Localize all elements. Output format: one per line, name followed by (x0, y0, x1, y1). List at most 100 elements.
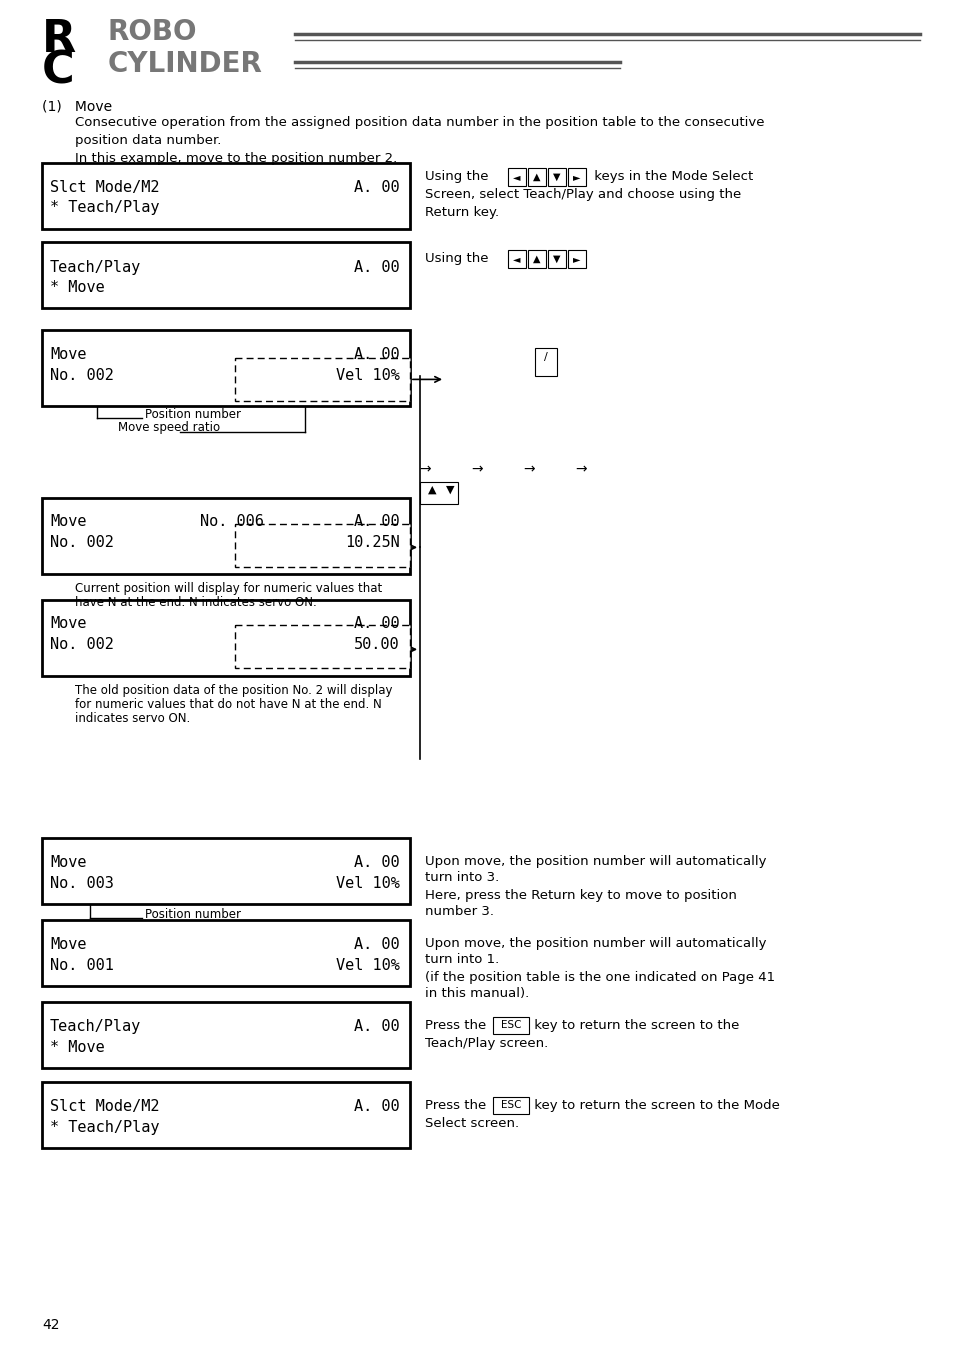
Text: position data number.: position data number. (75, 134, 221, 147)
Text: key to return the screen to the Mode: key to return the screen to the Mode (530, 1099, 779, 1112)
Text: Using the: Using the (424, 170, 493, 184)
Text: * Move: * Move (50, 279, 105, 296)
Text: →: → (522, 462, 535, 477)
Text: No. 001: No. 001 (50, 958, 113, 973)
Text: 10.25N: 10.25N (345, 535, 399, 549)
Text: A. 00: A. 00 (354, 261, 399, 275)
Text: ►: ► (573, 254, 580, 265)
Text: keys in the Mode Select: keys in the Mode Select (589, 170, 753, 184)
Text: ►: ► (573, 171, 580, 182)
Text: * Move: * Move (50, 1040, 105, 1054)
Bar (42, 329, 410, 406)
Text: Upon move, the position number will automatically: Upon move, the position number will auto… (424, 855, 765, 868)
Text: The old position data of the position No. 2 will display: The old position data of the position No… (75, 684, 392, 697)
Text: A. 00: A. 00 (354, 855, 399, 869)
Bar (234, 625, 410, 668)
Text: 50.00: 50.00 (354, 637, 399, 652)
Text: No. 002: No. 002 (50, 535, 113, 549)
Text: ESC: ESC (500, 1100, 520, 1110)
Bar (567, 250, 585, 269)
Bar (234, 358, 410, 401)
Text: A. 00: A. 00 (354, 1019, 399, 1034)
Text: Move: Move (50, 347, 87, 362)
Text: Vel 10%: Vel 10% (335, 958, 399, 973)
Bar (547, 250, 565, 269)
Text: indicates servo ON.: indicates servo ON. (75, 711, 190, 725)
Text: In this example, move to the position number 2.: In this example, move to the position nu… (75, 153, 396, 165)
Text: Upon move, the position number will automatically: Upon move, the position number will auto… (424, 937, 765, 950)
Text: Move: Move (50, 514, 87, 529)
Bar (42, 242, 410, 308)
Text: No. 006: No. 006 (200, 514, 264, 529)
Text: Slct Mode/M2: Slct Mode/M2 (50, 1099, 159, 1114)
Text: ▲: ▲ (427, 485, 436, 495)
Bar (493, 1098, 529, 1114)
Text: Screen, select Teach/Play and choose using the: Screen, select Teach/Play and choose usi… (424, 188, 740, 201)
Text: * Teach/Play: * Teach/Play (50, 200, 159, 215)
Text: key to return the screen to the: key to return the screen to the (530, 1019, 739, 1031)
Text: ROBO: ROBO (108, 18, 197, 46)
Text: Here, press the Return key to move to position: Here, press the Return key to move to po… (424, 890, 736, 902)
Text: C: C (42, 50, 74, 93)
Text: /: / (543, 352, 547, 362)
Text: Press the: Press the (424, 1019, 490, 1031)
Text: Vel 10%: Vel 10% (335, 369, 399, 383)
Bar (419, 482, 457, 504)
Text: 42: 42 (42, 1318, 59, 1332)
Text: →: → (471, 462, 482, 477)
Text: ◄: ◄ (513, 254, 520, 265)
Text: Position number: Position number (145, 907, 241, 921)
Text: Position number: Position number (145, 408, 241, 420)
Text: turn into 3.: turn into 3. (424, 871, 498, 884)
Text: Vel 10%: Vel 10% (335, 876, 399, 891)
Bar (234, 524, 410, 567)
Text: Move: Move (50, 855, 87, 869)
Text: A. 00: A. 00 (354, 1099, 399, 1114)
Text: ▼: ▼ (553, 171, 560, 182)
Text: A. 00: A. 00 (354, 514, 399, 529)
Text: No. 003: No. 003 (50, 876, 113, 891)
Bar (527, 250, 545, 269)
Bar (535, 348, 557, 377)
Text: Move: Move (50, 937, 87, 952)
Text: Teach/Play: Teach/Play (50, 261, 141, 275)
Text: A. 00: A. 00 (354, 937, 399, 952)
Bar (493, 1017, 529, 1034)
Bar (42, 599, 410, 676)
Bar (547, 167, 565, 186)
Text: A. 00: A. 00 (354, 347, 399, 362)
Text: have N at the end. N indicates servo ON.: have N at the end. N indicates servo ON. (75, 595, 316, 609)
Text: in this manual).: in this manual). (424, 987, 529, 1000)
Text: Move speed ratio: Move speed ratio (118, 421, 220, 435)
Text: →: → (418, 462, 431, 477)
Text: turn into 1.: turn into 1. (424, 953, 498, 967)
Bar (42, 838, 410, 905)
Text: ESC: ESC (500, 1021, 520, 1030)
Text: Teach/Play screen.: Teach/Play screen. (424, 1037, 548, 1050)
Bar (42, 498, 410, 574)
Text: Using the: Using the (424, 252, 493, 265)
Text: (1)   Move: (1) Move (42, 100, 112, 113)
Text: No. 002: No. 002 (50, 369, 113, 383)
Text: Slct Mode/M2: Slct Mode/M2 (50, 180, 159, 194)
Text: A. 00: A. 00 (354, 180, 399, 194)
Text: ▲: ▲ (533, 254, 540, 265)
Text: * Teach/Play: * Teach/Play (50, 1120, 159, 1135)
Text: Press the: Press the (424, 1099, 490, 1112)
Text: CYLINDER: CYLINDER (108, 50, 263, 78)
Text: (if the position table is the one indicated on Page 41: (if the position table is the one indica… (424, 971, 774, 984)
Bar (42, 163, 410, 230)
Bar (42, 919, 410, 985)
Bar (507, 250, 525, 269)
Text: →: → (575, 462, 586, 477)
Text: ▼: ▼ (553, 254, 560, 265)
Text: Consecutive operation from the assigned position data number in the position tab: Consecutive operation from the assigned … (75, 116, 763, 130)
Text: Return key.: Return key. (424, 207, 498, 219)
Text: No. 002: No. 002 (50, 637, 113, 652)
Bar (507, 167, 525, 186)
Bar (42, 1081, 410, 1148)
Text: ◄: ◄ (513, 171, 520, 182)
Text: Move: Move (50, 616, 87, 630)
Bar (42, 1002, 410, 1068)
Text: A. 00: A. 00 (354, 616, 399, 630)
